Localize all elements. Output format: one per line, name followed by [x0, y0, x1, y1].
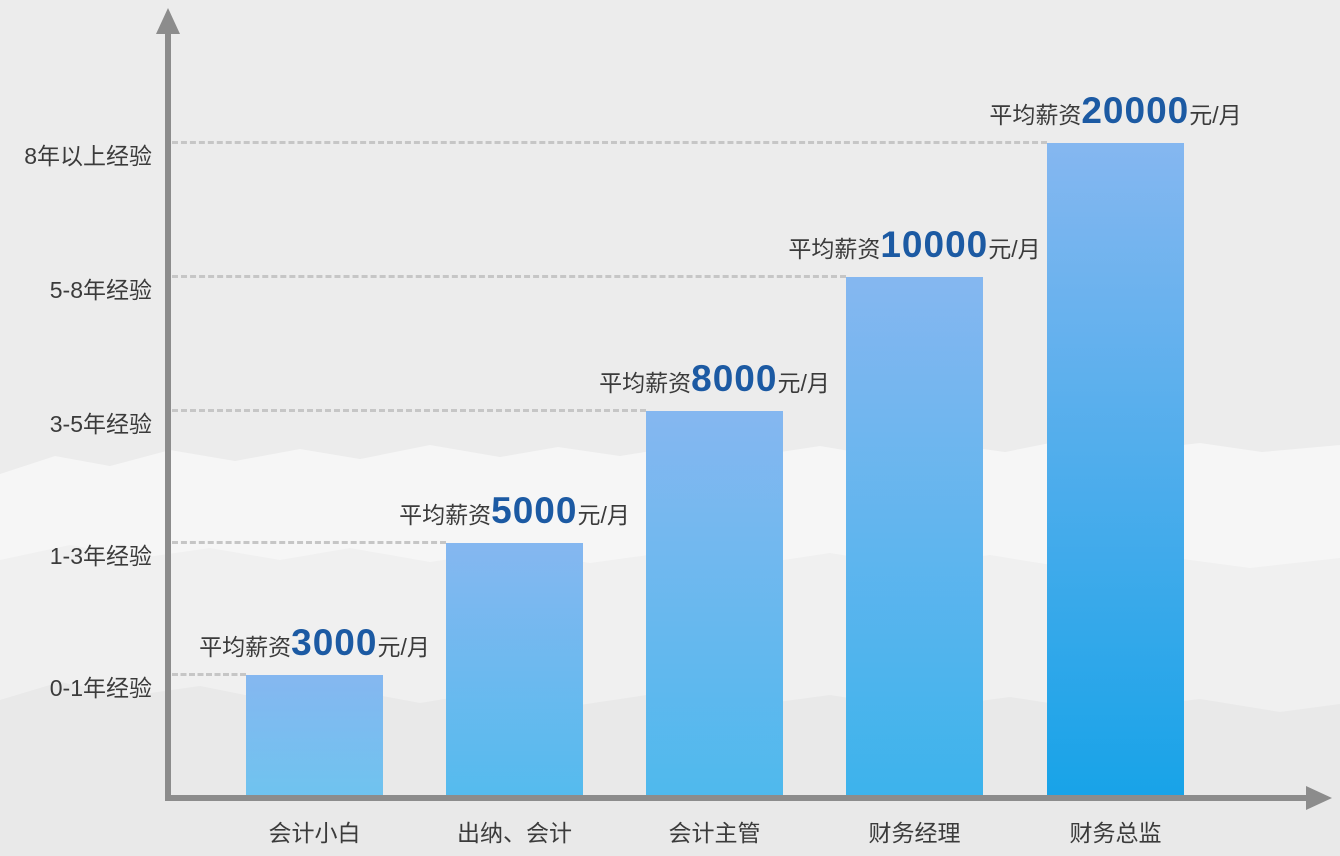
bar-value-label: 平均薪资5000元/月	[399, 490, 630, 532]
salary-prefix: 平均薪资	[199, 634, 292, 660]
y-axis-line	[165, 28, 171, 801]
category-label: 财务经理	[868, 820, 961, 846]
y-tick-label: 8年以上经验	[24, 143, 152, 169]
bar-value-label: 平均薪资8000元/月	[599, 358, 830, 400]
salary-prefix: 平均薪资	[599, 370, 692, 396]
bar-4	[1047, 143, 1184, 795]
salary-number: 8000	[691, 358, 778, 399]
salary-suffix: 元/月	[777, 370, 830, 396]
bar-3	[846, 277, 983, 795]
bar-2	[646, 411, 783, 795]
bar-value-label: 平均薪资3000元/月	[199, 622, 430, 664]
salary-suffix: 元/月	[1189, 102, 1242, 128]
salary-prefix: 平均薪资	[989, 102, 1082, 128]
salary-prefix: 平均薪资	[399, 502, 492, 528]
y-axis-arrow-icon	[156, 8, 180, 34]
y-tick-label: 0-1年经验	[49, 675, 152, 701]
salary-number: 5000	[491, 490, 578, 531]
x-axis-arrow-icon	[1306, 786, 1332, 810]
salary-suffix: 元/月	[377, 634, 430, 660]
gridline-level-2	[172, 409, 646, 412]
salary-prefix: 平均薪资	[788, 236, 881, 262]
y-tick-label: 3-5年经验	[49, 411, 152, 437]
gridline-level-0	[172, 673, 246, 676]
x-axis-line	[165, 795, 1310, 801]
y-tick-label: 1-3年经验	[49, 543, 152, 569]
gridline-level-3	[172, 275, 846, 278]
bar-0	[246, 675, 383, 795]
category-label: 出纳、会计	[457, 820, 572, 846]
bar-value-label: 平均薪资10000元/月	[788, 224, 1040, 266]
category-label: 会计小白	[268, 820, 361, 846]
salary-number: 20000	[1081, 90, 1190, 131]
gridline-level-1	[172, 541, 446, 544]
salary-suffix: 元/月	[988, 236, 1041, 262]
salary-number: 10000	[880, 224, 989, 265]
category-label: 会计主管	[668, 820, 761, 846]
bar-1	[446, 543, 583, 795]
y-tick-label: 5-8年经验	[49, 277, 152, 303]
salary-number: 3000	[291, 622, 378, 663]
category-label: 财务总监	[1069, 820, 1162, 846]
salary-suffix: 元/月	[577, 502, 630, 528]
gridline-level-4	[172, 141, 1047, 144]
bar-value-label: 平均薪资20000元/月	[989, 90, 1241, 132]
